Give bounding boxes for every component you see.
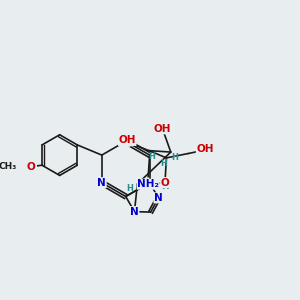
Text: N: N — [121, 136, 130, 146]
Text: OH: OH — [118, 135, 136, 146]
Text: H: H — [172, 153, 178, 162]
Text: N: N — [130, 207, 139, 217]
Text: H: H — [148, 152, 155, 161]
Text: H: H — [160, 159, 167, 168]
Text: CH₃: CH₃ — [0, 162, 16, 171]
Text: N: N — [154, 193, 163, 203]
Text: H: H — [127, 184, 134, 193]
Text: N: N — [98, 178, 106, 188]
Text: OH: OH — [153, 124, 171, 134]
Text: NH₂: NH₂ — [137, 179, 159, 189]
Text: O: O — [160, 178, 169, 188]
Text: H: H — [161, 182, 168, 191]
Text: OH: OH — [196, 144, 214, 154]
Text: O: O — [26, 162, 35, 172]
